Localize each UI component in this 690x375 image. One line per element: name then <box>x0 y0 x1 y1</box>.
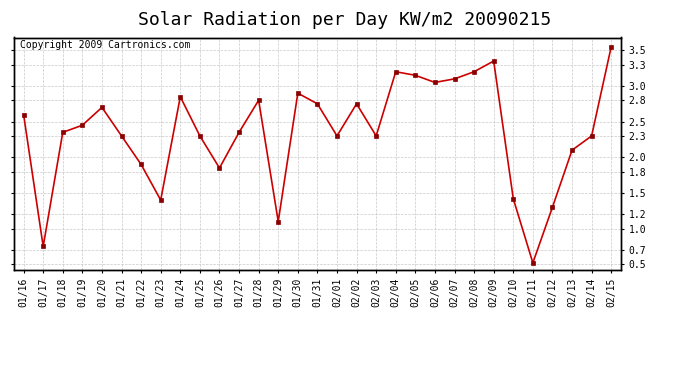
Text: Copyright 2009 Cartronics.com: Copyright 2009 Cartronics.com <box>20 40 190 50</box>
Text: Solar Radiation per Day KW/m2 20090215: Solar Radiation per Day KW/m2 20090215 <box>139 11 551 29</box>
